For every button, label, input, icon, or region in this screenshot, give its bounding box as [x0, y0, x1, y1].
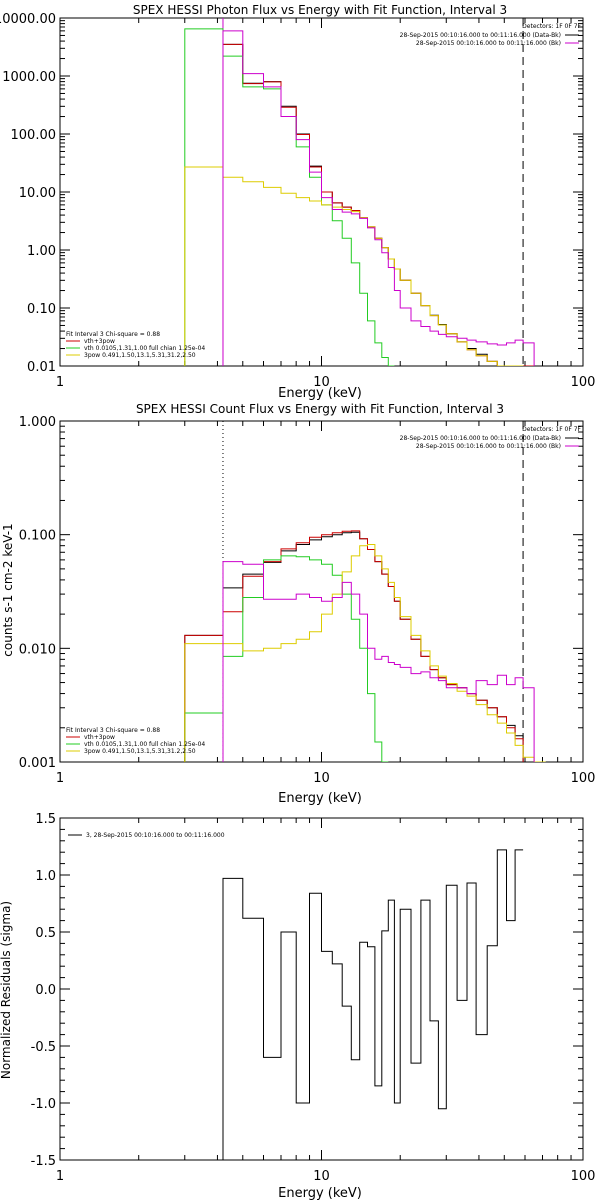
count-flux-legend-entry: 28-Sep-2015 00:10:16.000 to 00:11:16.000… — [400, 435, 561, 442]
residuals-ylabel: Normalized Residuals (sigma) — [0, 901, 13, 1079]
count-flux-series-2-step — [184, 555, 389, 762]
residuals-series-0-step — [222, 849, 524, 1160]
photon-flux-legend-entry: 28-Sep-2015 00:10:16.000 to 00:11:16.000… — [400, 32, 561, 39]
residuals-panel: Energy (keV) Normalized Residuals (sigma… — [0, 812, 595, 1200]
residuals-y-tick-label: -1.0 — [31, 1097, 56, 1112]
photon-flux-y-tick-label: 1000.00 — [2, 70, 56, 85]
residuals-legend-top-left: 3, 28-Sep-2015 00:10:16.000 to 00:11:16.… — [68, 832, 225, 839]
residuals-y-tick-label: 0.5 — [35, 926, 56, 941]
count-flux-legend-entry: 3pow 0.491,1.50,13.1,5.31,31.2,2.50 — [84, 748, 196, 755]
residuals-y-tick-label: -0.5 — [31, 1040, 56, 1055]
photon-flux-legend-entry: 28-Sep-2015 00:10:16.000 to 00:11:16.000… — [416, 40, 561, 47]
count-flux-ylabel: counts s-1 cm-2 keV-1 — [1, 523, 15, 656]
photon-flux-x-tick-label: 10 — [313, 375, 330, 390]
count-flux-legend-header: Detectors: 1F 0F 7F — [522, 426, 581, 433]
residuals-data-layer — [222, 849, 524, 1160]
photon-flux-y-tick-label: 1.00 — [27, 244, 56, 259]
residuals-x-tick-label: 1 — [56, 1169, 64, 1184]
count-flux-legend-bottom-left: Fit Interval 3 Chi-square = 0.88vth+3pow… — [66, 727, 205, 755]
photon-flux-legend-entry: 3pow 0.491,1.50,13.1,5.31,31.2,2.50 — [84, 352, 196, 359]
count-flux-series-4-step — [222, 561, 535, 762]
photon-flux-legend-entry: vth 0.0105,1.31,1.00 full chian 1.25e-04 — [84, 345, 205, 352]
photon-flux-y-tick-label: 0.01 — [27, 360, 56, 375]
residuals-y-tick-label: 1.0 — [35, 869, 56, 884]
count-flux-title: SPEX HESSI Count Flux vs Energy with Fit… — [136, 402, 504, 416]
residuals-legend-entry: 3, 28-Sep-2015 00:10:16.000 to 00:11:16.… — [86, 832, 225, 839]
photon-flux-y-tick-label: 10000.00 — [0, 12, 56, 27]
photon-flux-y-tick-label: 100.00 — [11, 128, 57, 143]
photon-flux-panel: SPEX HESSI Photon Flux vs Energy with Fi… — [0, 3, 595, 401]
count-flux-x-tick-label: 10 — [313, 771, 330, 786]
photon-flux-xlabel: Energy (keV) — [278, 386, 362, 401]
photon-flux-x-tick-label: 1 — [56, 375, 64, 390]
photon-flux-series-4-step — [222, 30, 535, 366]
count-flux-y-tick-label: 0.100 — [19, 529, 56, 544]
count-flux-y-tick-label: 0.001 — [19, 756, 56, 771]
count-flux-legend-top-right: Detectors: 1F 0F 7F 28-Sep-2015 00:10:16.… — [400, 426, 582, 450]
count-flux-legend-entry: vth 0.0105,1.31,1.00 full chian 1.25e-04 — [84, 741, 205, 748]
residuals-y-tick-label: 1.5 — [35, 812, 56, 827]
count-flux-x-tick-label: 1 — [56, 771, 64, 786]
photon-flux-data-layer — [184, 28, 535, 366]
residuals-x-tick-label: 10 — [313, 1169, 330, 1184]
count-flux-x-tick-label: 100 — [571, 771, 596, 786]
photon-flux-y-tick-label: 0.10 — [27, 302, 56, 317]
count-flux-data-layer — [184, 530, 546, 762]
residuals-x-tick-label: 100 — [571, 1169, 596, 1184]
photon-flux-legend-bottom-left: Fit Interval 3 Chi-square = 0.88vth+3pow… — [66, 331, 205, 359]
count-flux-legend-header: Fit Interval 3 Chi-square = 0.88 — [66, 727, 160, 734]
photon-flux-legend-entry: vth+3pow — [84, 338, 115, 345]
count-flux-y-tick-label: 0.010 — [19, 642, 56, 657]
residuals-y-tick-label: 0.0 — [35, 983, 56, 998]
photon-flux-legend-header: Detectors: 1F 0F 7F — [522, 23, 581, 30]
photon-flux-legend-top-right: Detectors: 1F 0F 7F 28-Sep-2015 00:10:16.… — [400, 23, 582, 47]
photon-flux-title: SPEX HESSI Photon Flux vs Energy with Fi… — [133, 3, 507, 17]
count-flux-xlabel: Energy (keV) — [278, 791, 362, 806]
count-flux-legend-entry: 28-Sep-2015 00:10:16.000 to 00:11:16.000… — [416, 443, 561, 450]
count-flux-series-3-step — [184, 544, 546, 762]
count-flux-legend-entry: vth+3pow — [84, 734, 115, 741]
count-flux-panel: SPEX HESSI Count Flux vs Energy with Fit… — [1, 402, 595, 806]
count-flux-y-tick-label: 1.000 — [19, 415, 56, 430]
residuals-xlabel: Energy (keV) — [278, 1186, 362, 1200]
photon-flux-y-tick-label: 10.00 — [19, 186, 56, 201]
photon-flux-legend-header: Fit Interval 3 Chi-square = 0.88 — [66, 331, 160, 338]
photon-flux-x-tick-label: 100 — [571, 375, 596, 390]
residuals-y-tick-label: -1.5 — [31, 1154, 56, 1169]
